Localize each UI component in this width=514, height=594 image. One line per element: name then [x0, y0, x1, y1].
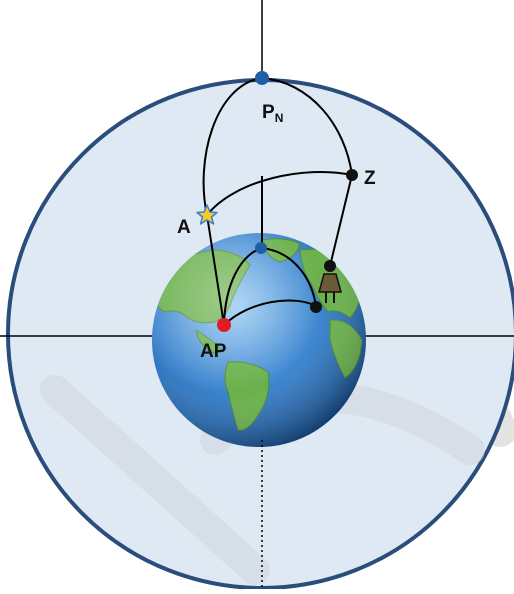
assumed-position-label: AP — [200, 341, 227, 362]
zenith-dot — [346, 169, 358, 181]
earth-arcs — [223, 247, 317, 326]
zenith-label: Z — [364, 168, 376, 189]
arc-projection-to-observer — [223, 299, 317, 326]
arc-zenith-to-observer — [329, 174, 353, 267]
star-icon — [196, 204, 218, 225]
terrestrial-pole-dot — [255, 242, 267, 254]
observer-position-dot — [310, 301, 322, 313]
arc-earth-pole-to-projection — [223, 247, 263, 326]
arc-pole-to-projection — [202, 77, 263, 326]
celestial-pole-dot — [255, 71, 269, 85]
arc-star-to-zenith — [206, 171, 353, 216]
star-label: A — [177, 217, 191, 238]
celestial-arcs — [202, 77, 353, 326]
earth-globe — [152, 233, 366, 447]
pole-label: PN — [262, 102, 283, 125]
assumed-position-dot — [217, 318, 231, 332]
observer-icon — [318, 260, 342, 303]
arc-earth-pole-to-observer — [261, 247, 317, 307]
arc-pole-to-zenith — [261, 77, 353, 176]
